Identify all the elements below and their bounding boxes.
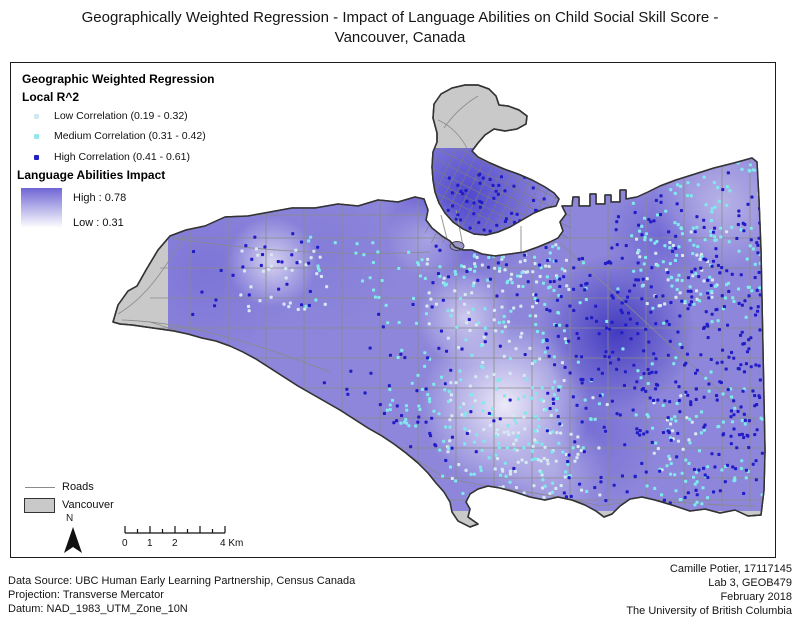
- credit-author: Camille Potier, 17117145: [669, 563, 792, 575]
- roads-label: Roads: [62, 481, 94, 493]
- vancouver-label: Vancouver: [62, 499, 114, 511]
- roads-line-icon: [25, 487, 55, 488]
- granville-island: [449, 241, 465, 251]
- correlation-dots-layer: [191, 155, 765, 508]
- scale-label-0: 0: [122, 538, 128, 549]
- raster-legend-heading: Language Abilities Impact: [17, 168, 166, 182]
- credits-block: Camille Potier, 17117145 Lab 3, GEOB479 …: [472, 562, 792, 618]
- legend-item-low-label: Low Correlation (0.19 - 0.32): [54, 110, 188, 122]
- title-line-2: Vancouver, Canada: [334, 29, 466, 46]
- page-title: Geographically Weighted Regression - Imp…: [0, 8, 800, 48]
- map-canvas: [64, 84, 766, 553]
- north-arrow-label: N: [66, 513, 74, 524]
- data-source-line: Data Source: UBC Human Early Learning Pa…: [8, 575, 356, 587]
- legend-subheading: Local R^2: [22, 90, 80, 104]
- high-correlation-dot-icon: [34, 155, 39, 160]
- vancouver-swatch: [24, 498, 55, 513]
- scale-bar: [124, 526, 226, 534]
- raster-high-label: High : 0.78: [73, 192, 127, 204]
- legend-item-high: High Correlation (0.41 - 0.61): [30, 151, 290, 165]
- scale-label-2: 2: [172, 538, 178, 549]
- roads-layer: [117, 95, 765, 509]
- legend-item-medium: Medium Correlation (0.31 - 0.42): [30, 130, 290, 144]
- raster-gradient-swatch: [21, 188, 62, 228]
- title-line-1: Geographically Weighted Regression - Imp…: [81, 9, 719, 26]
- scale-label-1: 1: [147, 538, 153, 549]
- datum-line: Datum: NAD_1983_UTM_Zone_10N: [8, 603, 188, 615]
- credit-date: February 2018: [720, 591, 792, 603]
- legend-item-high-label: High Correlation (0.41 - 0.61): [54, 151, 190, 163]
- legend-heading: Geographic Weighted Regression: [22, 72, 215, 86]
- boundary-outline: [112, 84, 766, 528]
- raster-low-label: Low : 0.31: [73, 217, 124, 229]
- legend-item-low: Low Correlation (0.19 - 0.32): [30, 110, 290, 124]
- source-notes: Data Source: UBC Human Early Learning Pa…: [8, 574, 355, 616]
- legend-item-medium-label: Medium Correlation (0.31 - 0.42): [54, 130, 206, 142]
- scale-label-4km: 4 Km: [220, 538, 244, 549]
- medium-correlation-dot-icon: [34, 134, 39, 139]
- projection-line: Projection: Transverse Mercator: [8, 589, 164, 601]
- credit-lab: Lab 3, GEOB479: [708, 577, 792, 589]
- credit-university: The University of British Columbia: [626, 605, 792, 617]
- north-arrow-icon: [64, 527, 82, 553]
- low-correlation-dot-icon: [34, 114, 39, 119]
